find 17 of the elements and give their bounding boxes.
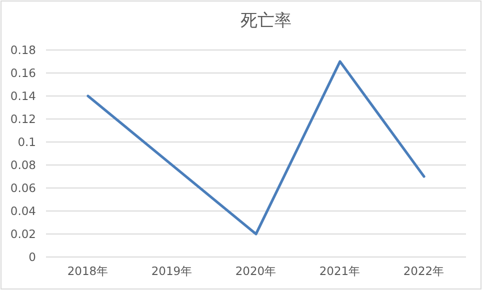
x-tick-label: 2020年 [235, 264, 277, 278]
y-tick-label: 0.02 [10, 227, 36, 241]
y-tick-label: 0.06 [10, 181, 36, 195]
y-tick-label: 0 [28, 250, 36, 264]
y-tick-label: 0.1 [18, 135, 36, 149]
y-tick-label: 0.12 [10, 112, 36, 126]
y-tick-label: 0.04 [10, 204, 36, 218]
y-tick-label: 0.16 [10, 66, 36, 80]
y-tick-label: 0.14 [10, 89, 36, 103]
y-tick-label: 0.18 [10, 43, 36, 57]
x-tick-label: 2019年 [151, 264, 193, 278]
line-series [86, 60, 426, 236]
x-tick-label: 2022年 [403, 264, 445, 278]
y-tick-label: 0.08 [10, 158, 36, 172]
x-tick-label: 2018年 [67, 264, 109, 278]
chart-title: 死亡率 [240, 11, 292, 31]
x-tick-label: 2021年 [319, 264, 361, 278]
